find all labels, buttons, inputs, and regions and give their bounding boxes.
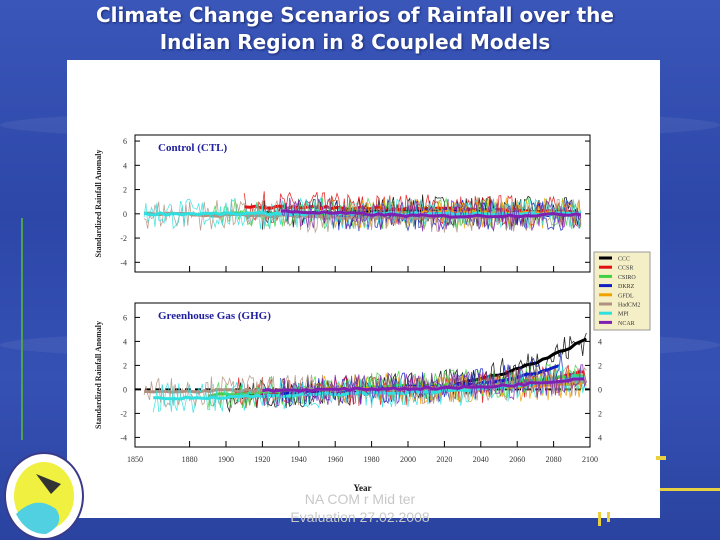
series-smooth-ncar bbox=[262, 377, 585, 393]
x-tick-label: 2020 bbox=[436, 455, 452, 464]
chart-svg: 6 4 2 0 -2 -4 Standardized Rainfall Anomaly Con… bbox=[94, 134, 651, 493]
legend-label: NCAR bbox=[618, 321, 635, 327]
x-tick-label: 1940 bbox=[291, 455, 307, 464]
x-tick-label: 1980 bbox=[364, 455, 380, 464]
x-tick-label: 1850 bbox=[127, 455, 143, 464]
series-line-ccc bbox=[225, 332, 587, 413]
y-tick-label: 6 bbox=[123, 137, 127, 146]
x-tick-label: 1900 bbox=[218, 455, 234, 464]
footer-line-1: NA COM r Mid ter bbox=[304, 491, 416, 507]
y-axis-label: Standardized Rainfall Anomaly bbox=[94, 321, 103, 429]
series-line-mpi bbox=[143, 196, 582, 230]
y-tick-label: 0 bbox=[123, 385, 127, 394]
y-tick-label: 0 bbox=[123, 210, 127, 219]
y-axis-label: Standardized Rainfall Anomaly bbox=[94, 149, 103, 257]
title-line-1: Climate Change Scenarios of Rainfall ove… bbox=[96, 3, 614, 27]
y-tick-label: 6 bbox=[123, 313, 127, 322]
right-tick-label: 2 bbox=[598, 409, 602, 418]
x-tick-label: 2060 bbox=[509, 455, 525, 464]
institute-logo bbox=[4, 452, 84, 540]
legend-label: DKRZ bbox=[618, 284, 635, 290]
x-tick-label: 2100 bbox=[582, 455, 598, 464]
x-tick-label: 1880 bbox=[182, 455, 198, 464]
decorative-bar bbox=[607, 512, 610, 522]
chart-figure: 6 4 2 0 -2 -4 Standardized Rainfall Anomaly Con… bbox=[67, 60, 660, 518]
legend-label: HadCM2 bbox=[618, 303, 640, 309]
plot-frame bbox=[134, 302, 591, 448]
x-tick-label: 1960 bbox=[327, 455, 343, 464]
right-tick-label: 4 bbox=[598, 433, 602, 442]
right-tick-label: 0 bbox=[598, 385, 602, 394]
footer-line-2: Evaluation 27.02.2008 bbox=[290, 509, 430, 525]
legend-label: CCSR bbox=[618, 266, 633, 272]
series-line-ncar bbox=[280, 197, 582, 233]
decorative-line bbox=[21, 218, 23, 440]
plot-frame bbox=[134, 134, 591, 273]
title-line-2: Indian Region in 8 Coupled Models bbox=[159, 30, 551, 54]
legend-label: CSIRO bbox=[618, 275, 636, 281]
x-tick-label: 1920 bbox=[254, 455, 270, 464]
y-tick-label: 2 bbox=[123, 361, 127, 370]
decorative-bar bbox=[598, 512, 601, 526]
panel-title: Greenhouse Gas (GHG) bbox=[158, 310, 271, 322]
legend-label: CCC bbox=[618, 257, 630, 263]
x-axis-label: Year bbox=[354, 483, 372, 493]
y-tick-label: 4 bbox=[123, 337, 127, 346]
right-tick-label: 4 bbox=[598, 337, 602, 346]
x-tick-label: 2080 bbox=[546, 455, 562, 464]
legend-box bbox=[593, 251, 651, 331]
x-tick-label: 2040 bbox=[473, 455, 489, 464]
legend-label: GFDL bbox=[618, 293, 634, 299]
series-line-gfdl bbox=[325, 197, 582, 230]
x-tick-label: 2000 bbox=[400, 455, 416, 464]
y-tick-label: -2 bbox=[120, 234, 127, 243]
y-tick-label: -2 bbox=[120, 409, 127, 418]
y-tick-label: -4 bbox=[120, 433, 127, 442]
y-tick-label: -4 bbox=[120, 258, 127, 267]
y-tick-label: 2 bbox=[123, 186, 127, 195]
series-smooth-ncar bbox=[280, 209, 582, 219]
y-tick-label: 4 bbox=[123, 161, 127, 170]
legend-label: MPI bbox=[618, 312, 629, 318]
slide-title: Climate Change Scenarios of Rainfall ove… bbox=[40, 2, 670, 56]
decorative-bar bbox=[656, 456, 666, 460]
panel-title: Control (CTL) bbox=[158, 142, 227, 154]
right-tick-label: 2 bbox=[598, 361, 602, 370]
decorative-bar bbox=[660, 488, 720, 491]
